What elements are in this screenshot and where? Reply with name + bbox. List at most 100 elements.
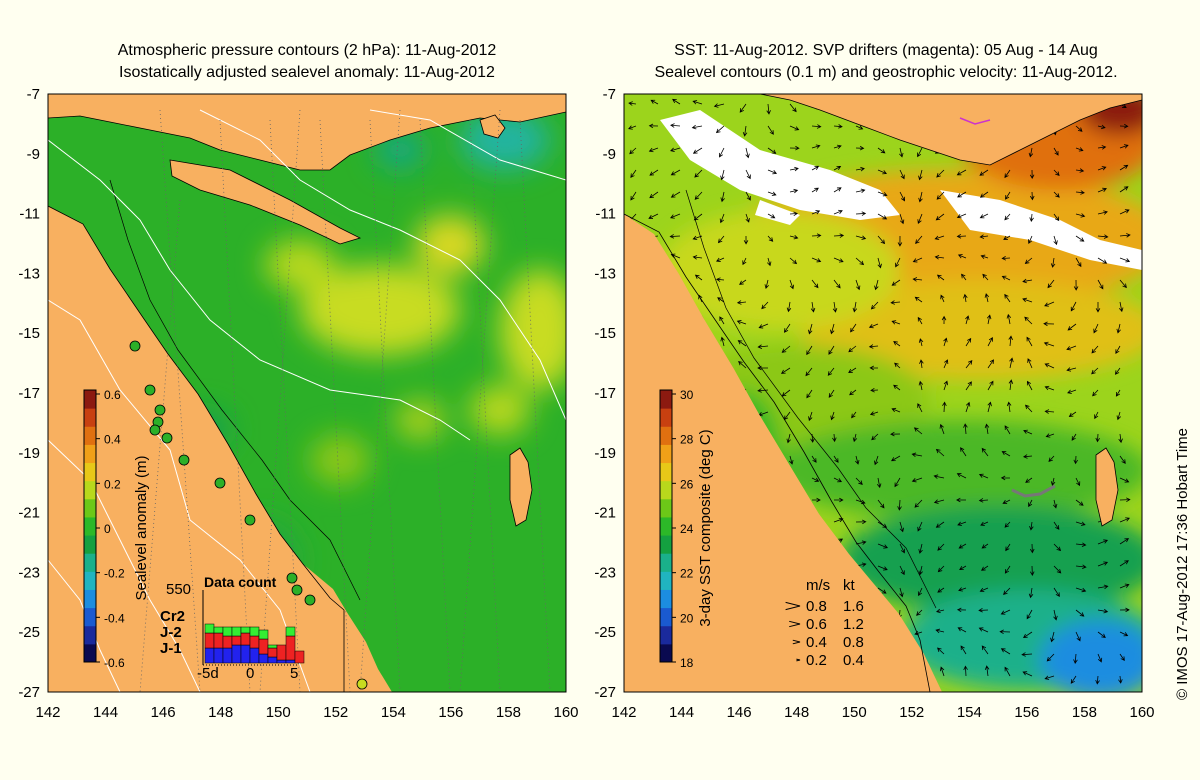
velocity-arrow: [965, 360, 973, 369]
velocity-arrow: [630, 169, 637, 179]
velocity-arrow: [1044, 675, 1055, 680]
right-title-line2: Sealevel contours (0.1 m) and geostrophi…: [654, 64, 1118, 81]
velocity-legend-arrow: [785, 601, 801, 611]
left-colorbar-swatch: [84, 498, 96, 518]
velocity-arrow: [1119, 209, 1130, 215]
velocity-arrow: [960, 645, 967, 655]
velocity-arrow: [1075, 257, 1082, 268]
right-lon-tick-label: 146: [727, 704, 752, 721]
velocity-arrow: [743, 235, 749, 245]
velocity-arrow: [1053, 235, 1058, 246]
velocity-arrow: [833, 187, 842, 193]
velocity-arrow: [979, 213, 989, 219]
velocity-arrow: [855, 188, 866, 194]
velocity-arrow: [1119, 583, 1130, 589]
velocity-arrow: [1075, 168, 1085, 173]
left-colorbar-swatch: [84, 462, 96, 482]
velocity-arrow: [1025, 477, 1033, 483]
data-count-bar-j2: [249, 635, 260, 649]
velocity-arrow: [933, 499, 945, 504]
data-count-bar-j2: [276, 644, 287, 661]
velocity-arrow: [918, 380, 924, 391]
velocity-arrow: [855, 519, 867, 525]
right-title-line1: SST: 11-Aug-2012. SVP drifters (magenta)…: [674, 42, 1098, 59]
velocity-arrow: [833, 455, 839, 463]
velocity-arrow: [1075, 477, 1081, 487]
velocity-arrow: [789, 166, 799, 172]
velocity-arrow: [1053, 147, 1059, 156]
reef-left: [109, 179, 361, 601]
velocity-arrow: [1097, 145, 1107, 150]
reef-right: [685, 189, 937, 609]
velocity-arrow: [877, 587, 887, 594]
velocity-arrow: [784, 323, 791, 333]
velocity-arrow: [876, 477, 882, 489]
velocity-arrow: [852, 433, 858, 443]
velocity-arrow: [1053, 521, 1060, 530]
velocity-arrow: [899, 191, 906, 202]
velocity-arrow: [939, 423, 945, 435]
velocity-arrow: [1119, 517, 1130, 523]
velocity-arrow: [833, 279, 841, 289]
velocity-arrow: [767, 147, 777, 154]
velocity-arrow: [936, 169, 945, 178]
velocity-arrow: [855, 125, 864, 130]
velocity-arrow: [890, 431, 901, 437]
data-count-label-cr2: Cr2: [160, 608, 185, 625]
right-lat-tick-label: -25: [594, 624, 616, 641]
data-count-inset: 550 Data count Cr2 J-2 J-1 -5d 0 5: [160, 574, 305, 682]
velocity-arrow: [956, 607, 967, 613]
velocity-arrow: [811, 144, 821, 149]
velocity-arrow: [855, 455, 860, 465]
velocity-arrow: [1053, 565, 1062, 574]
data-count-bar-j2: [294, 650, 305, 664]
velocity-arrow: [937, 543, 945, 551]
right-colorbar-swatch: [660, 643, 672, 663]
velocity-arrow: [1029, 169, 1035, 180]
left-lat-tick-label: -27: [18, 684, 40, 701]
right-map-frame: [623, 93, 1143, 693]
velocity-arrow: [958, 543, 967, 549]
data-count-title: Data count: [204, 574, 277, 590]
left-map-frame: [47, 93, 567, 693]
right-lon-tick-label: 154: [957, 704, 982, 721]
velocity-arrow: [917, 147, 923, 158]
velocity-arrow: [1075, 147, 1084, 152]
velocity-arrow: [943, 337, 948, 347]
velocity-arrow: [1004, 565, 1011, 574]
velocity-arrow: [832, 433, 837, 443]
velocity-arrow: [693, 213, 703, 221]
velocity-arrow: [935, 521, 945, 528]
velocity-arrow: [670, 213, 681, 219]
velocity-arrow: [1097, 584, 1109, 590]
velocity-arrow: [789, 234, 799, 240]
velocity-arrow: [761, 301, 769, 310]
velocity-arrow: [1118, 433, 1123, 444]
right-sst-field: [660, 94, 1142, 692]
velocity-arrow: [870, 387, 879, 393]
right-lon-tick-label: 156: [1014, 704, 1039, 721]
left-colorbar-swatch: [84, 607, 96, 627]
left-lat-tick-label: -9: [27, 146, 40, 163]
velocity-arrow: [1000, 609, 1011, 615]
data-count-bar-j1: [204, 647, 215, 664]
velocity-arrow: [1048, 455, 1055, 463]
velocity-arrow: [986, 314, 992, 325]
left-lat-tick-label: -19: [18, 445, 40, 462]
velocity-arrow: [766, 103, 771, 115]
velocity-arrow: [1075, 499, 1084, 506]
velocity-arrow: [940, 294, 945, 303]
velocity-arrow: [911, 452, 923, 458]
velocity-arrow: [937, 565, 945, 573]
velocity-arrow: [811, 165, 820, 171]
right-lon-tick-label: 142: [611, 704, 636, 721]
data-count-xtick-1: 0: [246, 665, 254, 682]
velocity-arrow: [848, 367, 857, 374]
velocity-arrow: [745, 191, 751, 201]
velocity-arrow: [979, 234, 989, 239]
velocity-arrow: [1005, 191, 1011, 200]
velocity-arrow: [1116, 411, 1121, 421]
velocity-arrow: [855, 145, 865, 151]
velocity-arrow: [958, 587, 967, 592]
velocity-arrow: [918, 169, 923, 181]
